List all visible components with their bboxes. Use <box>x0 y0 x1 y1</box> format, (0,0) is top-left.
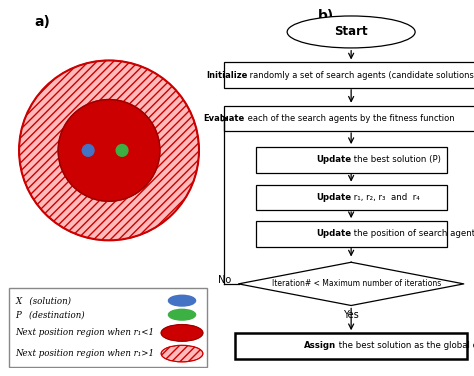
Text: Next position region when r₁>1: Next position region when r₁>1 <box>15 349 154 358</box>
FancyBboxPatch shape <box>255 147 447 173</box>
Text: No: No <box>218 275 231 285</box>
Circle shape <box>168 295 196 306</box>
Text: Evaluate: Evaluate <box>204 114 245 123</box>
FancyBboxPatch shape <box>9 288 207 367</box>
Text: r₁, r₂, r₃  and  r₄: r₁, r₂, r₃ and r₄ <box>351 193 420 202</box>
Circle shape <box>58 100 160 201</box>
Text: Start: Start <box>334 26 368 38</box>
Polygon shape <box>238 262 464 305</box>
Text: Update: Update <box>316 193 351 202</box>
FancyBboxPatch shape <box>224 62 474 88</box>
Circle shape <box>82 144 94 156</box>
FancyBboxPatch shape <box>255 221 447 247</box>
Text: the position of search agents: the position of search agents <box>351 229 474 238</box>
FancyBboxPatch shape <box>224 106 474 131</box>
Text: b): b) <box>318 9 334 23</box>
Circle shape <box>168 309 196 320</box>
Circle shape <box>161 345 203 362</box>
Text: Initialize: Initialize <box>206 71 247 80</box>
Text: each of the search agents by the fitness function: each of the search agents by the fitness… <box>245 114 455 123</box>
Ellipse shape <box>287 16 415 48</box>
Text: randomly a set of search agents (candidate solutions) (X): randomly a set of search agents (candida… <box>247 71 474 80</box>
Text: the best solution as the global optimum: the best solution as the global optimum <box>336 341 474 350</box>
Text: the best solution (P): the best solution (P) <box>351 155 441 164</box>
Text: a): a) <box>34 15 50 29</box>
FancyBboxPatch shape <box>235 333 467 359</box>
FancyBboxPatch shape <box>255 185 447 210</box>
Text: Next position region when r₁<1: Next position region when r₁<1 <box>15 328 154 337</box>
Text: Update: Update <box>316 229 351 238</box>
Text: Iteration# < Maximum number of iterations: Iteration# < Maximum number of iteration… <box>272 279 441 288</box>
Text: P   (destination): P (destination) <box>15 310 85 319</box>
Circle shape <box>116 144 128 156</box>
Text: Update: Update <box>316 155 351 164</box>
Circle shape <box>161 324 203 341</box>
Text: Yes: Yes <box>343 310 359 320</box>
Circle shape <box>19 61 199 240</box>
Text: Assign: Assign <box>304 341 336 350</box>
Text: X   (solution): X (solution) <box>15 296 71 305</box>
